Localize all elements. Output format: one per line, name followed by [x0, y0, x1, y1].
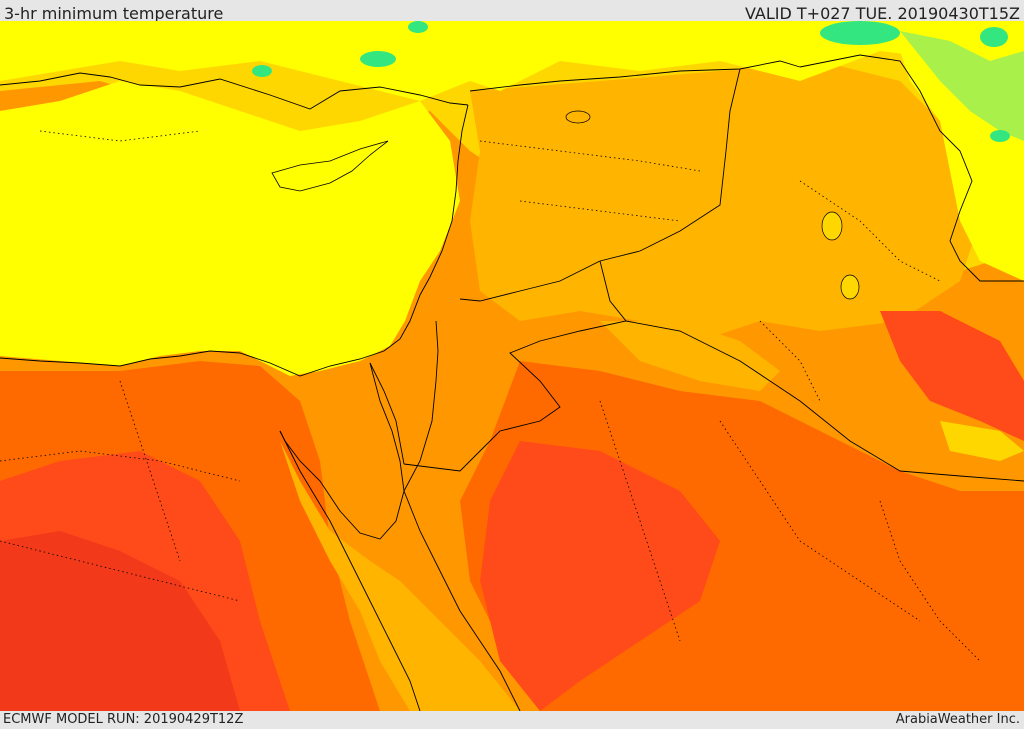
red-sea-east-coast	[403, 490, 521, 711]
iraq-saudi-border	[625, 320, 1024, 482]
temperature-map[interactable]	[0, 21, 1024, 711]
egypt-coast	[0, 350, 385, 377]
field-green-spot-2	[980, 27, 1008, 47]
province-lines	[0, 130, 981, 662]
field-redorange-east	[880, 311, 1024, 441]
field-yellow-north	[0, 21, 1024, 101]
field-green-spot-5	[252, 65, 272, 77]
egypt-israel-border	[369, 362, 405, 465]
iraq-iran-border	[799, 54, 1024, 282]
red-sea	[280, 441, 520, 711]
field-redorange-saudi	[480, 441, 720, 711]
lake-razazza	[840, 274, 860, 300]
cyprus-island	[271, 140, 389, 192]
syria-iraq-border	[599, 68, 741, 262]
levant-coast	[383, 104, 469, 352]
field-amber-mid	[470, 61, 980, 341]
mediterranean-sea	[0, 81, 460, 376]
map-title: 3-hr minimum temperature	[4, 4, 224, 23]
red-sea-west-coast	[279, 430, 421, 711]
field-red-egypt	[0, 531, 240, 711]
syria-jordan-border	[459, 260, 601, 302]
field-green-spot-3	[360, 51, 396, 67]
field-lightgreen-ne	[900, 31, 1024, 141]
model-run-label: ECMWF MODEL RUN: 20190429T12Z	[3, 712, 244, 727]
lake-assad	[565, 110, 591, 124]
valid-time: VALID T+027 TUE. 20190430T15Z	[744, 4, 1020, 23]
field-green-spot-4	[408, 21, 428, 33]
credit-label: ArabiaWeather Inc.	[895, 712, 1020, 727]
borders	[0, 54, 1024, 711]
lake-tharthar	[821, 211, 843, 241]
turkey-south-coast	[0, 72, 469, 110]
field-amber-nsaudi	[600, 321, 780, 391]
syria-turkey-border	[469, 60, 801, 92]
field-gold-gulf	[940, 421, 1024, 461]
field-green-spot-1	[820, 21, 900, 45]
sinai-gulf-suez	[279, 362, 405, 540]
field-green-spot-6	[990, 130, 1010, 142]
